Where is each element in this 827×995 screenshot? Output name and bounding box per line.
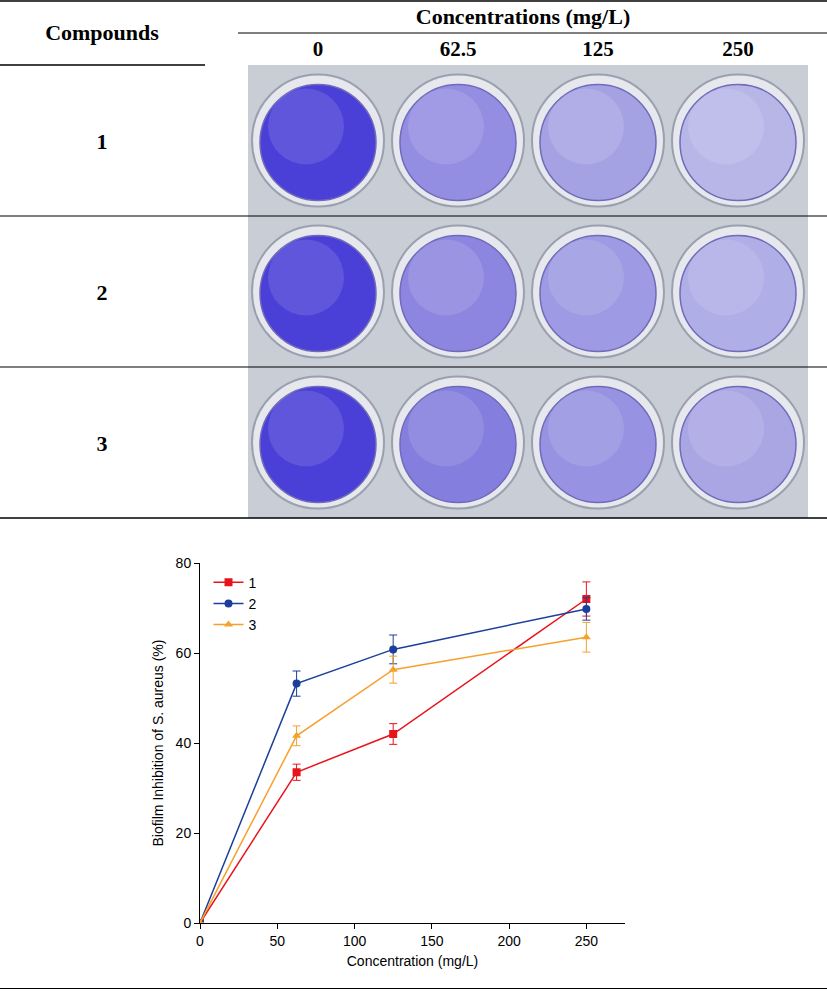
svg-text:80: 80 (176, 555, 192, 571)
svg-text:20: 20 (176, 825, 192, 841)
svg-text:Compounds: Compounds (45, 20, 159, 45)
svg-text:50: 50 (269, 933, 285, 949)
svg-text:1: 1 (97, 129, 108, 154)
svg-text:62.5: 62.5 (440, 37, 477, 61)
svg-text:2: 2 (97, 280, 108, 305)
svg-text:250: 250 (575, 933, 599, 949)
svg-text:40: 40 (176, 735, 192, 751)
svg-text:3: 3 (97, 431, 108, 456)
svg-text:200: 200 (497, 933, 521, 949)
svg-text:150: 150 (420, 933, 444, 949)
svg-text:0: 0 (183, 915, 191, 931)
svg-text:Concentrations (mg/L): Concentrations (mg/L) (416, 4, 630, 29)
svg-text:2: 2 (249, 596, 257, 612)
svg-text:125: 125 (582, 37, 614, 61)
svg-text:1: 1 (249, 575, 257, 591)
svg-text:0: 0 (313, 37, 324, 61)
svg-text:Concentration (mg/L): Concentration (mg/L) (347, 953, 479, 969)
svg-text:0: 0 (196, 933, 204, 949)
svg-text:3: 3 (249, 617, 257, 633)
svg-text:60: 60 (176, 645, 192, 661)
svg-text:Biofilm Inhibition of S. aureu: Biofilm Inhibition of S. aureus (%) (150, 640, 166, 847)
svg-text:100: 100 (343, 933, 367, 949)
svg-text:250: 250 (722, 37, 754, 61)
